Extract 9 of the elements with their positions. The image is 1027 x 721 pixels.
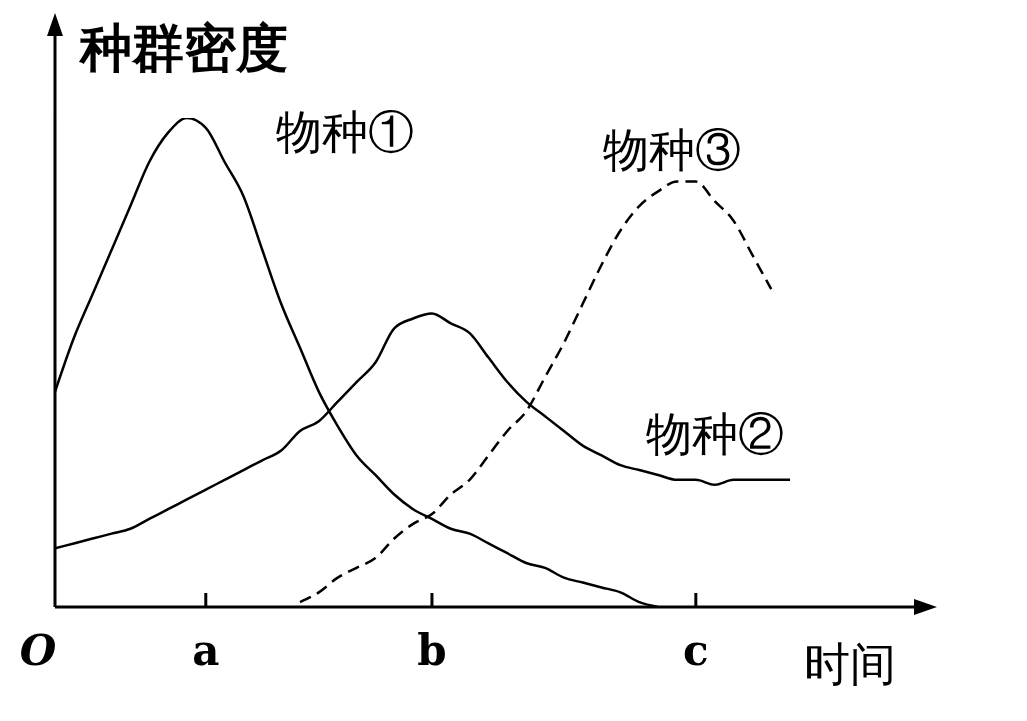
x-tick-label: b — [417, 626, 447, 675]
x-axis-title: 时间 — [804, 637, 896, 691]
x-tick-label: O — [19, 626, 57, 675]
x-tick-label: c — [683, 626, 709, 675]
series-label: 物种③ — [602, 122, 741, 177]
series-label: 物种② — [645, 406, 784, 461]
y-axis-title: 种群密度 — [78, 17, 288, 78]
series-label: 物种① — [275, 105, 414, 159]
x-tick-label: a — [192, 626, 220, 675]
